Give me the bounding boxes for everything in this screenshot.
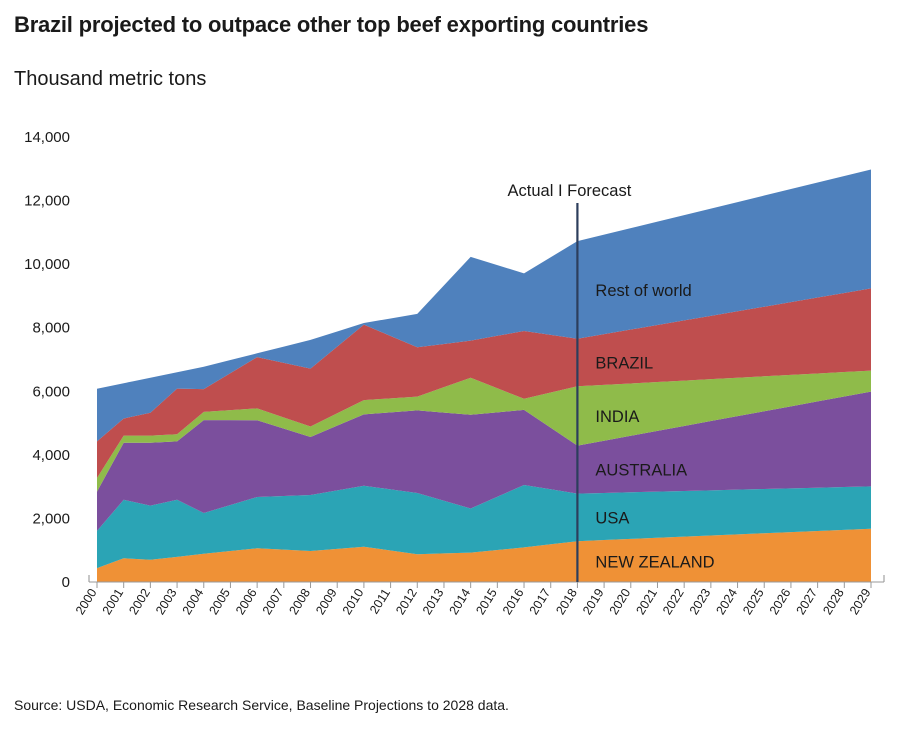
svg-text:2005: 2005: [206, 586, 233, 617]
svg-text:2015: 2015: [473, 586, 500, 617]
svg-text:2022: 2022: [660, 586, 687, 617]
svg-text:Actual I Forecast: Actual I Forecast: [508, 182, 632, 200]
svg-text:2018: 2018: [553, 586, 580, 617]
svg-text:2020: 2020: [607, 586, 634, 617]
svg-text:2026: 2026: [767, 586, 794, 617]
svg-text:2009: 2009: [313, 586, 340, 617]
svg-text:0: 0: [62, 574, 70, 591]
svg-text:BRAZIL: BRAZIL: [595, 355, 653, 373]
svg-text:12,000: 12,000: [24, 193, 70, 210]
svg-text:INDIA: INDIA: [595, 408, 639, 426]
svg-text:2010: 2010: [340, 586, 367, 617]
svg-text:2002: 2002: [126, 586, 153, 617]
svg-text:2024: 2024: [713, 586, 740, 617]
svg-text:8,000: 8,000: [32, 320, 70, 337]
svg-text:2006: 2006: [233, 586, 260, 617]
svg-text:2014: 2014: [447, 586, 474, 617]
svg-text:2007: 2007: [260, 586, 287, 617]
svg-text:2028: 2028: [820, 586, 847, 617]
svg-text:2011: 2011: [367, 586, 393, 616]
svg-text:2003: 2003: [153, 586, 180, 617]
svg-text:2019: 2019: [580, 586, 607, 617]
svg-text:2021: 2021: [633, 586, 660, 617]
svg-text:2008: 2008: [286, 586, 313, 617]
svg-text:2016: 2016: [500, 586, 527, 617]
svg-text:2023: 2023: [687, 586, 714, 617]
svg-text:2025: 2025: [740, 586, 767, 617]
svg-text:USA: USA: [595, 509, 629, 527]
svg-text:NEW ZEALAND: NEW ZEALAND: [595, 554, 714, 572]
svg-text:6,000: 6,000: [32, 383, 70, 400]
svg-text:2017: 2017: [527, 586, 554, 617]
svg-text:2004: 2004: [180, 586, 207, 617]
svg-text:4,000: 4,000: [32, 447, 70, 464]
svg-text:2013: 2013: [420, 586, 447, 617]
svg-text:2012: 2012: [393, 586, 420, 617]
svg-text:AUSTRALIA: AUSTRALIA: [595, 462, 687, 480]
svg-text:2027: 2027: [794, 586, 821, 617]
svg-text:2,000: 2,000: [32, 510, 70, 527]
svg-text:14,000: 14,000: [24, 129, 70, 146]
svg-text:Rest of world: Rest of world: [595, 282, 691, 300]
svg-text:2029: 2029: [847, 586, 874, 617]
svg-text:10,000: 10,000: [24, 256, 70, 273]
svg-text:2001: 2001: [100, 586, 127, 617]
svg-text:2000: 2000: [73, 586, 100, 617]
